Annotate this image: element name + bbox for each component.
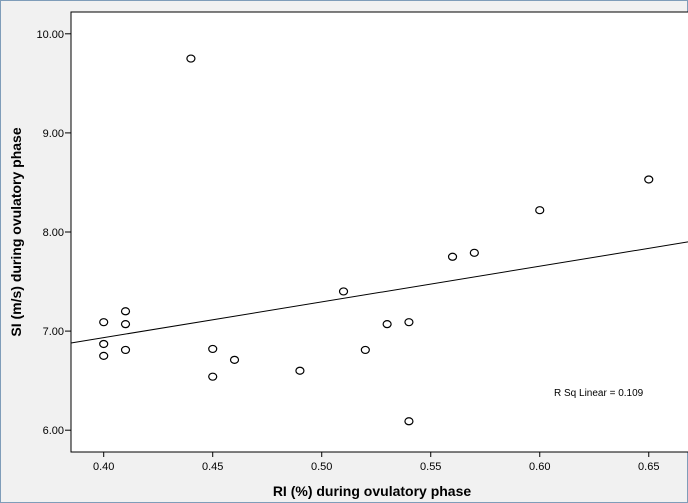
data-point bbox=[208, 372, 218, 381]
x-tick-label: 0.55 bbox=[420, 461, 441, 473]
data-point bbox=[120, 307, 131, 316]
data-point bbox=[229, 355, 240, 364]
data-point bbox=[99, 318, 109, 327]
r-squared-annotation: R Sq Linear = 0.109 bbox=[554, 388, 644, 399]
y-tick-label: 9.00 bbox=[43, 128, 64, 140]
data-point bbox=[447, 252, 458, 261]
data-point bbox=[469, 248, 479, 257]
data-point bbox=[338, 287, 349, 296]
regression-line bbox=[70, 241, 688, 344]
data-point bbox=[295, 366, 305, 375]
data-point bbox=[99, 339, 109, 349]
y-axis-title: SI (m/s) during ovulatory phase bbox=[8, 127, 24, 336]
y-tick-label: 10.00 bbox=[36, 29, 64, 41]
data-point bbox=[120, 320, 131, 329]
x-tick-label: 0.40 bbox=[93, 461, 114, 473]
x-axis-title: RI (%) during ovulatory phase bbox=[273, 483, 472, 499]
y-tick-label: 8.00 bbox=[43, 227, 64, 239]
data-point bbox=[120, 345, 131, 355]
data-point bbox=[99, 351, 109, 360]
data-point bbox=[535, 206, 545, 215]
data-point bbox=[360, 345, 370, 355]
plot-area bbox=[70, 11, 688, 453]
y-tick-label: 7.00 bbox=[43, 326, 64, 338]
x-tick-label: 0.50 bbox=[311, 461, 332, 473]
data-point bbox=[404, 417, 414, 426]
data-point bbox=[186, 54, 196, 63]
x-tick-label: 0.65 bbox=[638, 461, 659, 473]
data-point bbox=[382, 320, 392, 329]
data-point bbox=[644, 175, 654, 184]
data-point bbox=[404, 318, 414, 327]
data-point bbox=[208, 344, 218, 354]
x-tick-label: 0.60 bbox=[529, 461, 550, 473]
x-tick-label: 0.45 bbox=[202, 461, 223, 473]
y-tick-label: 6.00 bbox=[43, 425, 64, 437]
